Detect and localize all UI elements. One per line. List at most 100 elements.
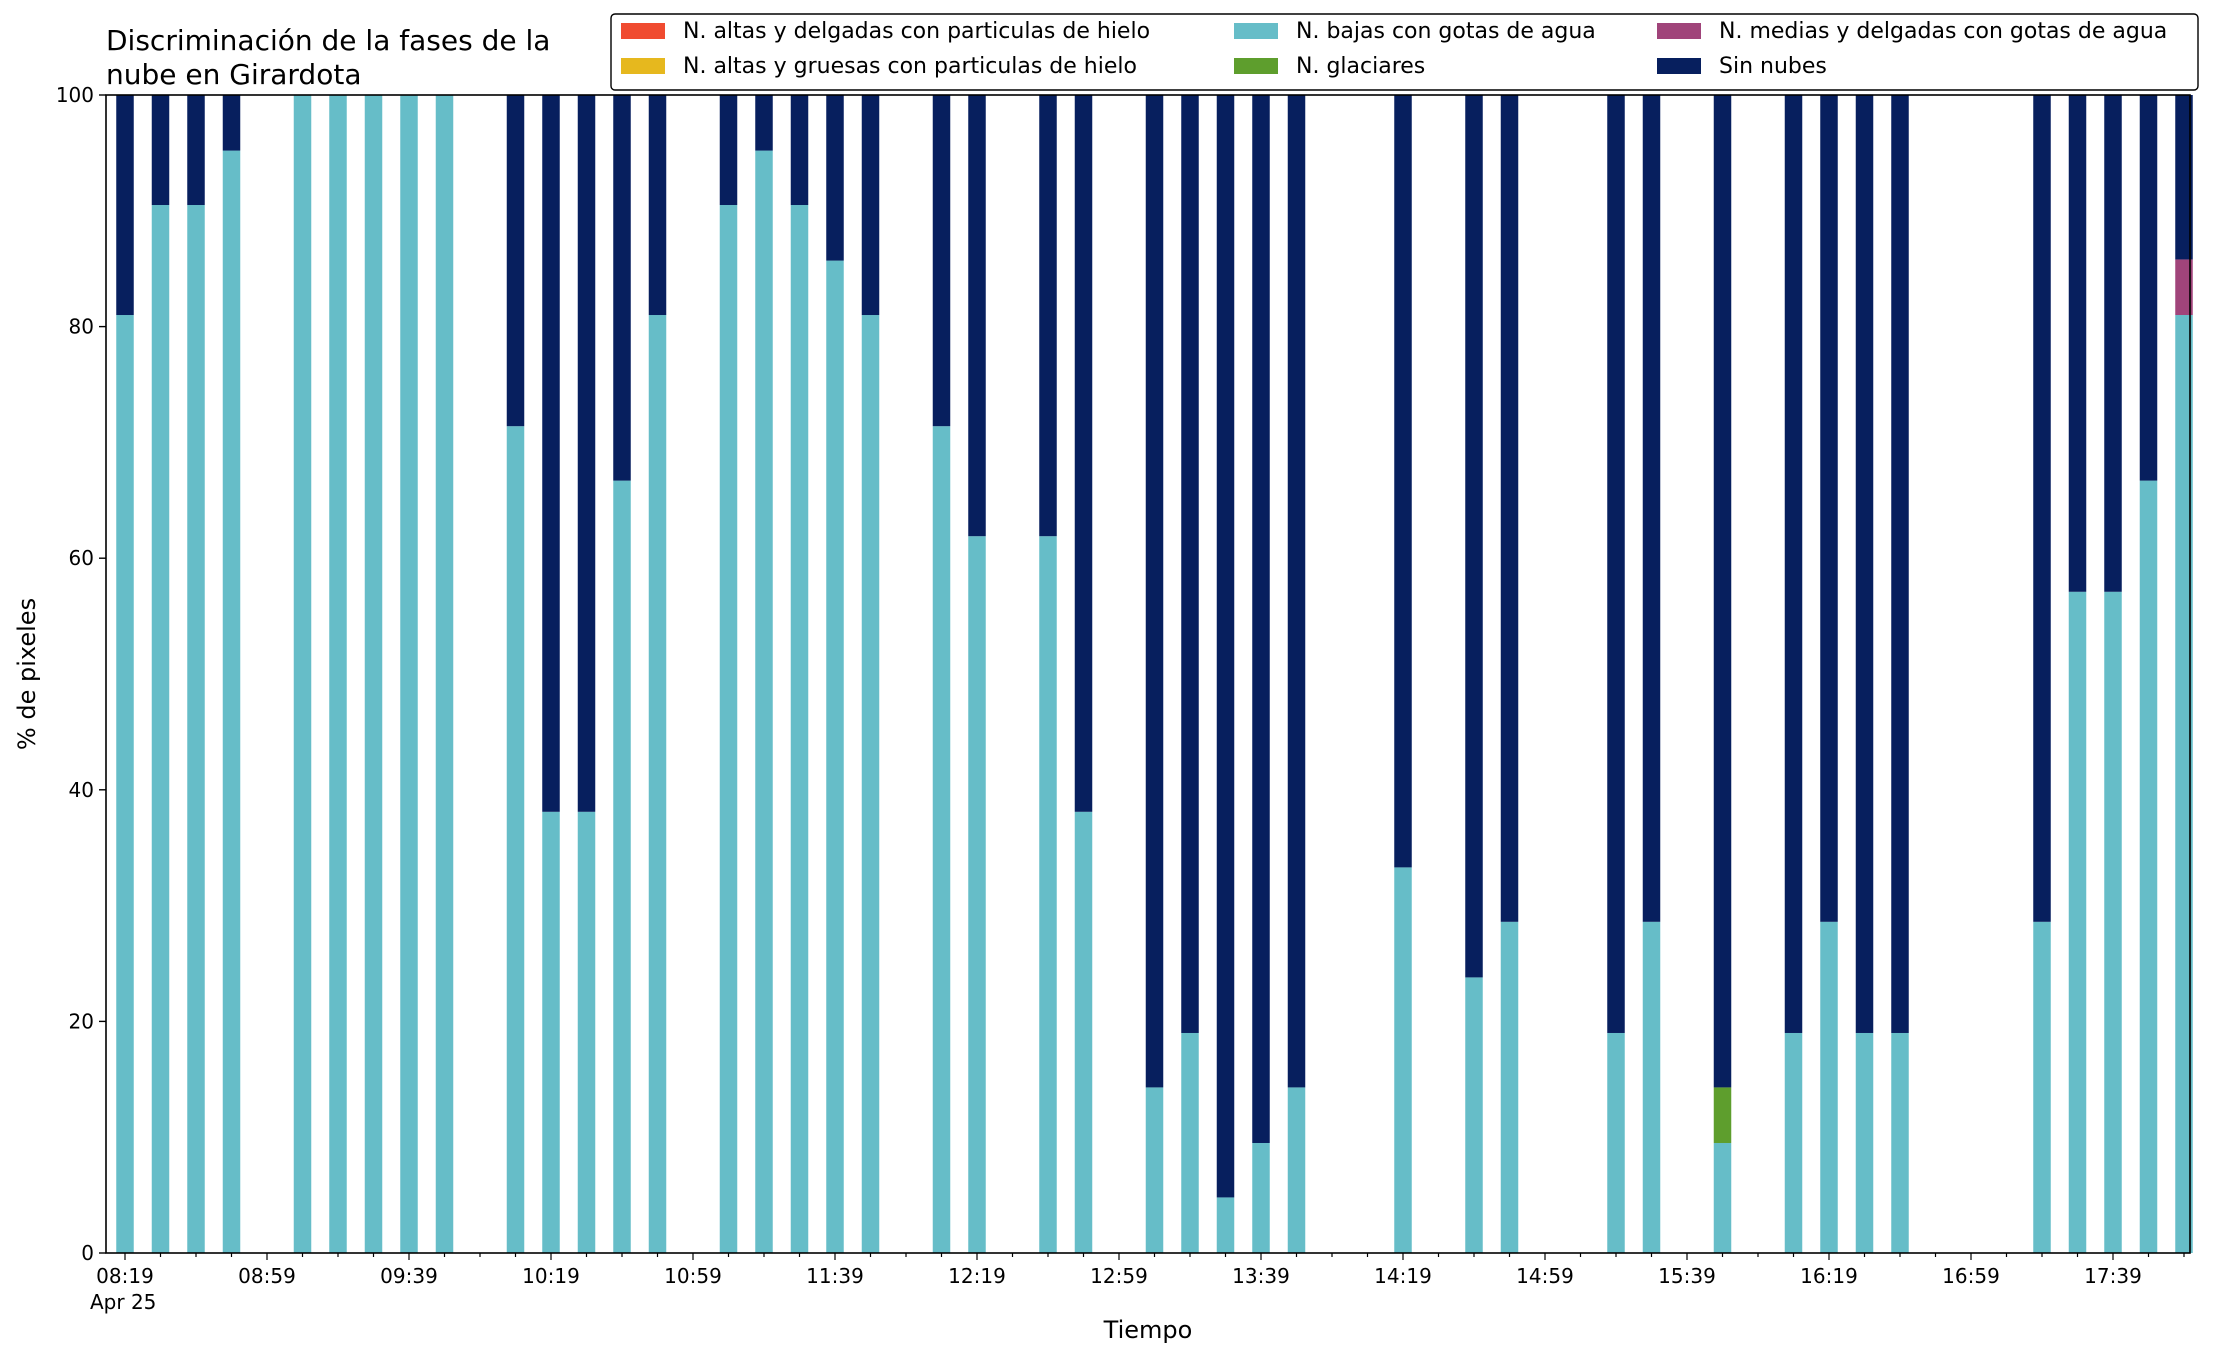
bar-segment <box>2068 95 2087 592</box>
bar-segment <box>1287 95 1306 1088</box>
x-tick-label: 08:59 <box>238 1264 296 1288</box>
bar-segment <box>2068 591 2087 1253</box>
bar-segment <box>400 95 418 1253</box>
legend-label: N. altas y gruesas con particulas de hie… <box>683 54 1137 79</box>
bar-segment <box>542 95 560 812</box>
bar-segment <box>222 150 241 1254</box>
x-tick-label: 16:19 <box>1800 1264 1858 1288</box>
bar-segment <box>613 95 631 481</box>
bar-segment <box>2033 95 2051 922</box>
bar-segment <box>1394 867 1412 1253</box>
legend-label: N. bajas con gotas de agua <box>1296 19 1596 44</box>
y-tick-label: 20 <box>69 1009 94 1033</box>
bar-segment <box>1642 95 1661 922</box>
bar-segment <box>1181 1032 1199 1253</box>
x-axis: 08:19 08:59 09:39 10:19 10:59 11:39 12:19 12:59… <box>90 1253 2185 1314</box>
bar-segment <box>1216 95 1235 1198</box>
bar-segment <box>187 205 205 1253</box>
bar-segment <box>1713 1142 1732 1253</box>
legend-swatch <box>1657 58 1701 74</box>
y-tick-label: 100 <box>56 83 94 107</box>
legend-label: N. medias y delgadas con gotas de agua <box>1719 19 2167 44</box>
x-tick-label: 12:19 <box>948 1264 1006 1288</box>
bar-segment <box>861 95 880 316</box>
bar-segment <box>187 95 205 206</box>
bar-segment <box>613 480 631 1253</box>
bar-segment <box>577 811 596 1253</box>
bar-segment <box>1145 1087 1164 1253</box>
bar-segment <box>790 95 809 206</box>
bar-segment <box>968 536 986 1253</box>
bar-segment <box>116 315 134 1253</box>
x-tick-label: 08:19 <box>96 1264 154 1288</box>
bar-segment <box>1891 95 1909 1033</box>
bar-segment <box>435 95 454 1253</box>
bar-segment <box>1465 977 1483 1253</box>
bar-segment <box>116 95 134 316</box>
bar-segment <box>1216 1197 1235 1253</box>
legend-swatch <box>621 23 665 39</box>
bar-segment <box>1287 1087 1306 1253</box>
x-tick-label: 17:39 <box>2084 1264 2142 1288</box>
bar-segment <box>1252 1142 1270 1253</box>
bar-segment <box>2139 95 2158 481</box>
bar-segment <box>1642 921 1661 1253</box>
y-tick-label: 0 <box>81 1241 94 1265</box>
bar-segment <box>2175 315 2193 1253</box>
bar-segment <box>1784 95 1803 1033</box>
bar-segment <box>2175 95 2193 260</box>
bar-segment <box>1181 95 1199 1033</box>
bar-segment <box>826 95 844 261</box>
x-tick-label: 15:39 <box>1658 1264 1716 1288</box>
legend-swatch <box>621 58 665 74</box>
x-tick-label: 14:19 <box>1374 1264 1432 1288</box>
legend-box <box>610 13 2199 91</box>
y-axis: 0 20 40 60 80 100 <box>56 83 106 1265</box>
x-tick-label: 14:59 <box>1516 1264 1574 1288</box>
bar-segment <box>968 95 986 537</box>
bar-segment <box>1465 95 1483 978</box>
y-tick-label: 60 <box>69 546 94 570</box>
x-tick-label: 10:59 <box>664 1264 722 1288</box>
legend-label: N. altas y delgadas con particulas de hi… <box>683 19 1150 44</box>
bar-segment <box>755 95 773 151</box>
bar-segment <box>1074 811 1093 1253</box>
chart-title-line-2: nube en Girardota <box>106 58 361 91</box>
x-date-label: Apr 25 <box>90 1290 156 1314</box>
bar-segment <box>1855 1032 1874 1253</box>
bar-segment <box>1855 95 1874 1033</box>
y-axis-label: % de pixeles <box>13 598 41 750</box>
bar-segment <box>790 205 809 1253</box>
x-tick-label: 12:59 <box>1090 1264 1148 1288</box>
bar-segment <box>1713 1087 1732 1143</box>
bar-segment <box>1784 1032 1803 1253</box>
bar-segment <box>1607 95 1625 1033</box>
y-tick-label: 40 <box>69 778 94 802</box>
legend-label: N. glaciares <box>1296 54 1425 79</box>
bar-segment <box>1500 921 1519 1253</box>
bar-segment <box>293 95 312 1253</box>
bar-segment <box>648 315 667 1253</box>
x-tick-label: 11:39 <box>806 1264 864 1288</box>
bar-segment <box>1394 95 1412 868</box>
bar-segment <box>506 426 525 1253</box>
bar-segment <box>1820 921 1838 1253</box>
bar-segment <box>1039 536 1057 1253</box>
bar-segment <box>2033 921 2051 1253</box>
bar-segment <box>1252 95 1270 1143</box>
bar-segment <box>1820 95 1838 922</box>
bar-segment <box>1713 95 1732 1088</box>
bar-segment <box>861 315 880 1253</box>
bar-segment <box>1891 1032 1909 1253</box>
bar-segment <box>2175 259 2193 316</box>
x-tick-label: 09:39 <box>380 1264 438 1288</box>
y-tick-label: 80 <box>69 315 94 339</box>
bar-segment <box>2104 591 2122 1253</box>
bar-segment <box>1607 1032 1625 1253</box>
bar-segment <box>2104 95 2122 592</box>
bar-segment <box>151 95 170 206</box>
legend-swatch <box>1234 23 1278 39</box>
bar-segment <box>1500 95 1519 922</box>
bar-segment <box>222 95 241 151</box>
